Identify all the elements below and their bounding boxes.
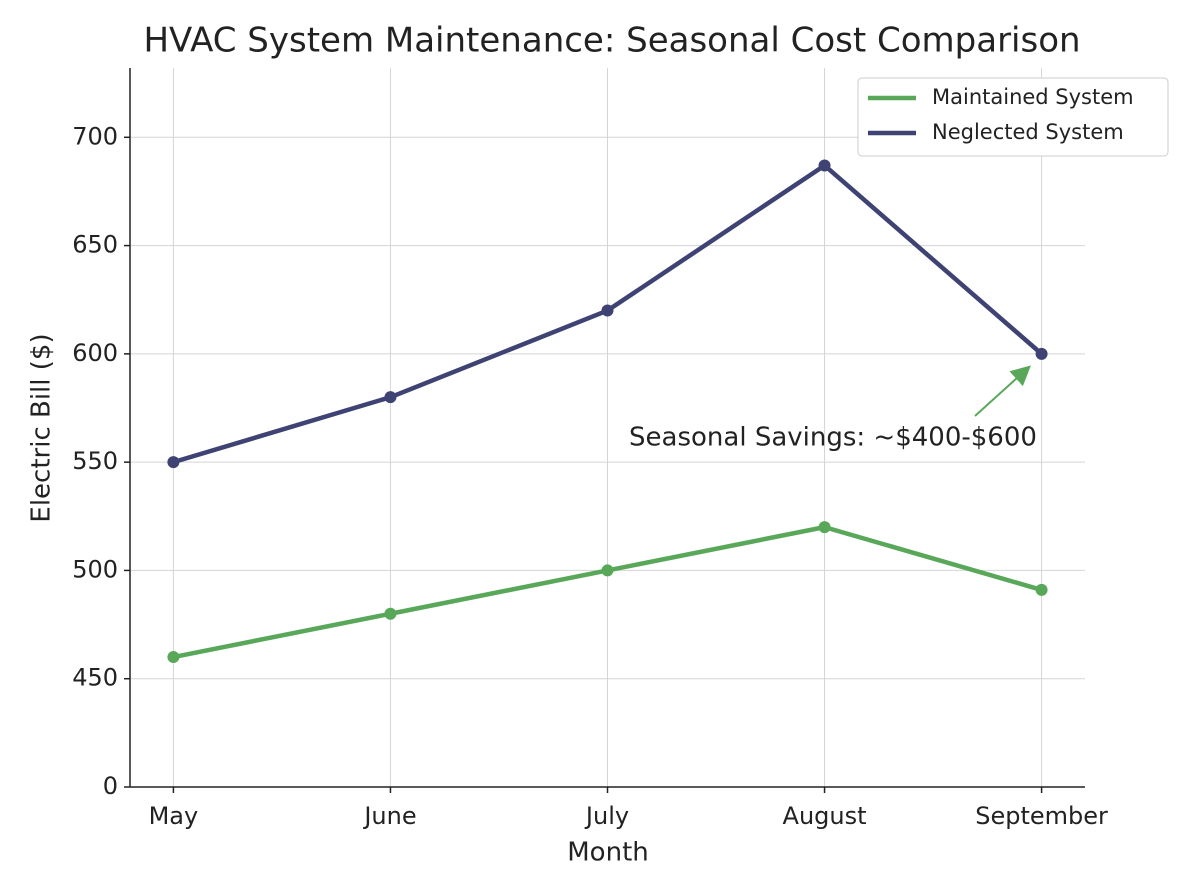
data-point bbox=[384, 391, 397, 404]
y-tick-label: 0 bbox=[103, 772, 118, 800]
x-tick-label: May bbox=[149, 802, 199, 830]
data-point bbox=[601, 304, 614, 317]
x-tick-label: July bbox=[584, 802, 629, 830]
data-point bbox=[1035, 583, 1048, 596]
data-point bbox=[1035, 347, 1048, 360]
y-tick-label: 500 bbox=[72, 555, 118, 583]
legend bbox=[857, 77, 1169, 157]
data-point bbox=[818, 521, 831, 534]
data-point bbox=[167, 456, 180, 469]
x-axis-label: Month bbox=[567, 838, 649, 868]
data-point bbox=[601, 564, 614, 577]
legend-label: Neglected System bbox=[932, 120, 1124, 144]
legend-label: Maintained System bbox=[932, 85, 1134, 109]
y-tick-label: 650 bbox=[72, 231, 118, 259]
y-tick-label: 600 bbox=[72, 339, 118, 367]
data-point bbox=[167, 651, 180, 664]
y-tick-label: 550 bbox=[72, 447, 118, 475]
y-tick-label: 450 bbox=[72, 664, 118, 692]
y-tick-label: 700 bbox=[72, 122, 118, 150]
data-point bbox=[384, 607, 397, 620]
x-tick-label: June bbox=[362, 802, 416, 830]
y-axis-label: Electric Bill ($) bbox=[27, 333, 57, 522]
annotation-arrow bbox=[974, 365, 1031, 417]
chart-title: HVAC System Maintenance: Seasonal Cost C… bbox=[143, 21, 1080, 61]
annotation: Seasonal Savings: ~$400-$600 bbox=[629, 423, 1037, 453]
data-point bbox=[818, 159, 831, 172]
x-tick-label: August bbox=[783, 802, 867, 830]
x-tick-label: September bbox=[975, 802, 1108, 830]
